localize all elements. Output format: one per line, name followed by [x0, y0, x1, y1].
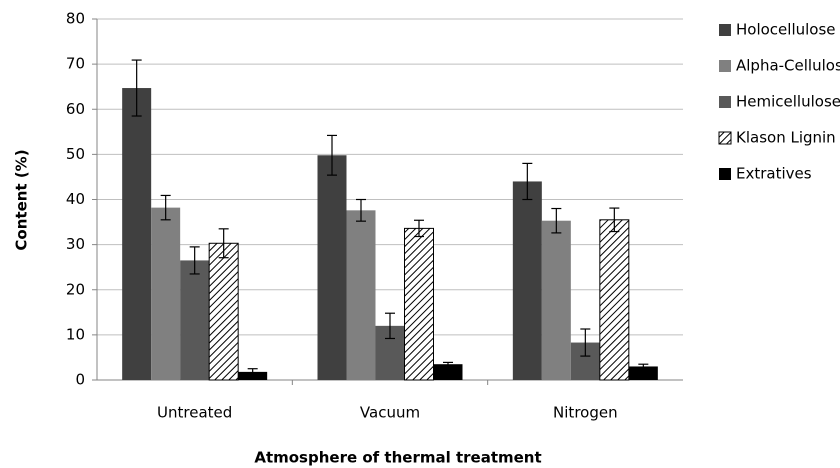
- bar: [512, 181, 542, 380]
- legend-label: Klason Lignin: [736, 129, 836, 147]
- x-tick-label: Vacuum: [360, 404, 420, 422]
- y-tick-label: 60: [66, 100, 85, 118]
- legend-swatch: [719, 96, 731, 108]
- error-bar: [443, 361, 453, 367]
- bar: [151, 207, 181, 380]
- bar: [317, 155, 347, 380]
- bar: [208, 242, 239, 381]
- bar: [122, 88, 152, 380]
- y-tick-label: 30: [66, 235, 85, 253]
- legend-label: Alpha-Cellulose: [736, 57, 840, 75]
- bar: [628, 366, 658, 380]
- error-bar: [247, 368, 258, 376]
- error-bar: [522, 162, 533, 201]
- y-tick-label: 40: [66, 190, 85, 208]
- y-tick-label: 80: [66, 10, 85, 28]
- bar: [238, 371, 268, 380]
- y-tick-label: 10: [66, 325, 85, 343]
- bar: [599, 219, 630, 381]
- legend-label: Holocellulose: [736, 21, 836, 39]
- error-bar: [414, 219, 424, 238]
- legend-swatch: [719, 60, 731, 72]
- y-tick-label: 70: [66, 55, 85, 73]
- y-tick-label: 0: [75, 371, 85, 389]
- error-bar: [638, 363, 649, 370]
- legend-swatch: [719, 168, 731, 180]
- legend-label: Extratives: [736, 165, 812, 183]
- bar: [404, 227, 434, 381]
- error-bar: [551, 207, 562, 234]
- x-tick-label: Untreated: [157, 404, 232, 422]
- legend-swatch: [718, 131, 732, 145]
- error-bar: [189, 246, 200, 275]
- bar: [541, 220, 571, 380]
- y-tick-label: 20: [66, 280, 85, 298]
- bar: [346, 210, 376, 380]
- error-bar: [218, 228, 229, 259]
- error-bar: [385, 312, 395, 340]
- error-bar: [609, 207, 620, 233]
- legend-label: Hemicellulose: [736, 93, 840, 111]
- x-tick-label: Nitrogen: [553, 404, 618, 422]
- error-bar: [356, 198, 366, 222]
- bar: [180, 260, 210, 380]
- error-bar: [327, 134, 337, 176]
- y-tick-label: 50: [66, 145, 85, 163]
- error-bar: [160, 194, 171, 221]
- legend-swatch: [719, 24, 731, 36]
- error-bar: [580, 328, 591, 357]
- error-bar: [131, 59, 142, 117]
- x-axis-label: Atmosphere of thermal treatment: [254, 449, 541, 467]
- y-axis-label: Content (%): [13, 149, 31, 250]
- bar: [433, 364, 463, 380]
